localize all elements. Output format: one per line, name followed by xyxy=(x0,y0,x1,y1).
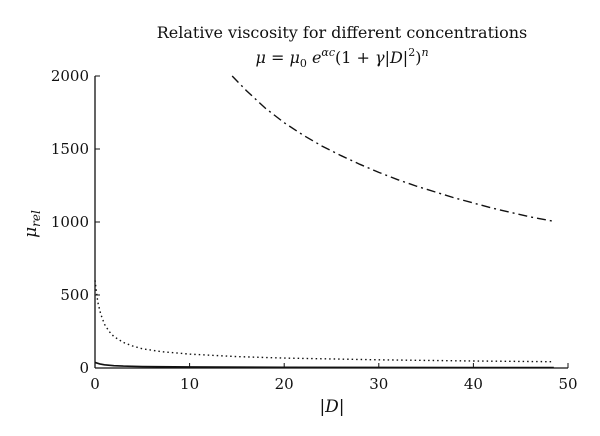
x-tick-label: 0 xyxy=(90,375,100,393)
x-tick-label: 20 xyxy=(275,375,294,393)
series-line-dash-dot xyxy=(231,75,554,222)
x-tick-label: 10 xyxy=(180,375,199,393)
x-tick-label: 50 xyxy=(558,375,577,393)
chart-title: Relative viscosity for different concent… xyxy=(157,23,528,42)
plot-area xyxy=(94,75,554,369)
chart-equation: μ = μ0 eαc(1 + γ|D|2)n xyxy=(255,46,428,70)
x-tick-label: 40 xyxy=(464,375,483,393)
y-axis-label: μrel xyxy=(21,210,43,238)
y-tick-label: 1500 xyxy=(51,140,89,158)
y-tick-label: 1000 xyxy=(51,213,89,231)
series-line-solid xyxy=(94,361,554,369)
y-tick-label: 500 xyxy=(60,286,89,304)
series-line-dotted xyxy=(94,280,554,363)
x-tick-label: 30 xyxy=(369,375,388,393)
x-axis-label: |D| xyxy=(319,397,344,417)
y-tick-label: 0 xyxy=(79,359,89,377)
y-tick-label: 2000 xyxy=(51,67,89,85)
